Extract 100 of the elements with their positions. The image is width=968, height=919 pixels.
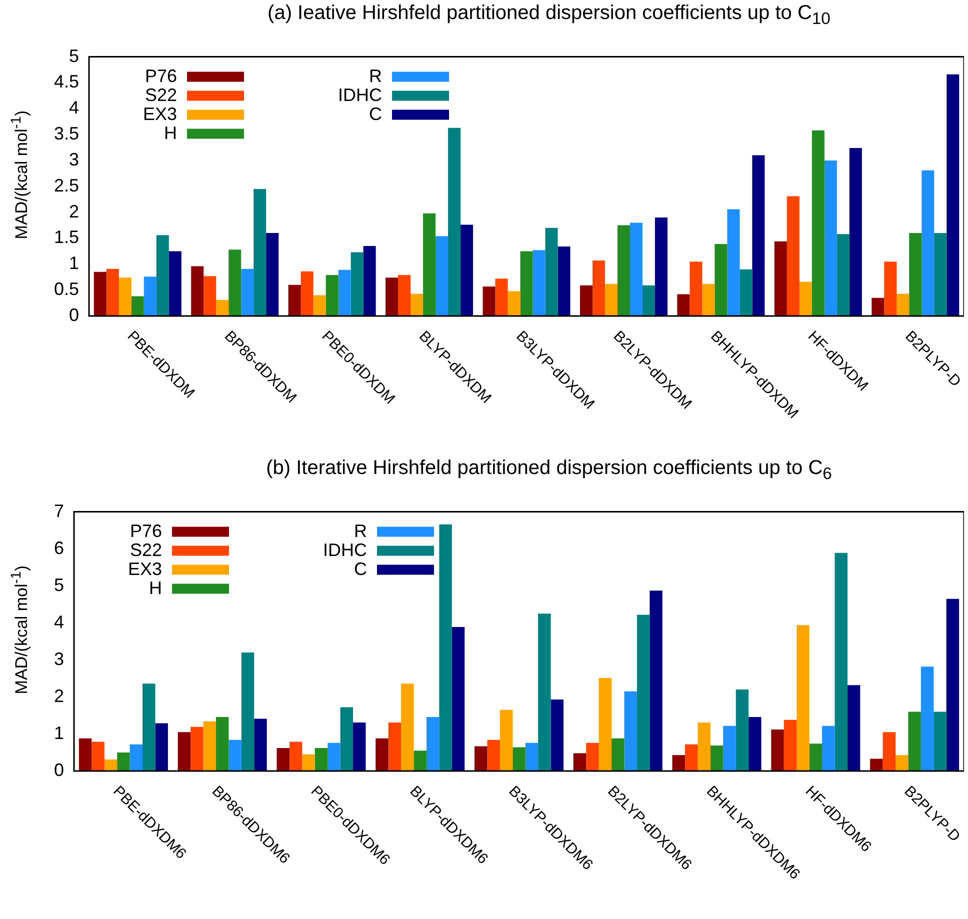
- legend-label: EX3: [142, 104, 178, 124]
- bar: [410, 294, 424, 316]
- bar: [934, 233, 947, 316]
- y-tick-label: 4: [54, 612, 64, 632]
- bar: [650, 590, 662, 771]
- bar: [642, 285, 655, 316]
- bar: [822, 726, 835, 771]
- bar: [117, 752, 130, 771]
- bar: [834, 552, 848, 771]
- bar: [512, 747, 526, 771]
- bar: [448, 128, 461, 316]
- bar: [723, 726, 736, 771]
- bar: [784, 720, 797, 771]
- bar: [586, 742, 599, 771]
- bar: [698, 722, 710, 771]
- bar: [216, 300, 229, 316]
- bar: [672, 755, 685, 771]
- bar: [895, 755, 908, 771]
- bar: [617, 225, 630, 316]
- bar: [254, 718, 267, 771]
- y-tick-label: 5: [54, 574, 64, 595]
- bar: [439, 524, 452, 771]
- bar: [104, 760, 118, 771]
- bar: [426, 716, 440, 771]
- bar: [592, 260, 605, 316]
- bar: [156, 235, 169, 316]
- bar: [580, 285, 592, 316]
- bar: [241, 652, 254, 771]
- bar: [388, 722, 402, 771]
- bar: [460, 224, 474, 316]
- legend-label: C: [354, 558, 368, 579]
- bar: [774, 241, 787, 316]
- bar: [799, 282, 812, 316]
- bar: [254, 188, 266, 316]
- bar: [525, 742, 538, 771]
- y-tick-label: 4: [69, 98, 80, 118]
- bar: [386, 278, 398, 316]
- bar: [786, 196, 800, 316]
- bar: [752, 155, 765, 316]
- bar: [228, 250, 242, 316]
- legend-label: R: [354, 520, 368, 541]
- y-tick-label: 2: [69, 201, 80, 222]
- bar: [495, 278, 508, 316]
- bar: [353, 722, 366, 771]
- legend-label: EX3: [128, 558, 162, 579]
- bar: [809, 744, 822, 771]
- y-tick-label: 0: [54, 760, 64, 780]
- bar: [736, 690, 749, 771]
- bar: [216, 716, 229, 771]
- bar: [204, 276, 216, 316]
- y-tick-label: 2.5: [54, 175, 80, 196]
- bar: [328, 742, 340, 771]
- bar: [612, 738, 624, 771]
- bar: [398, 275, 411, 316]
- bar: [178, 732, 191, 771]
- bar: [812, 130, 824, 316]
- bar: [727, 209, 740, 316]
- bar: [870, 758, 883, 771]
- y-tick-label: 5: [69, 46, 80, 66]
- y-tick-label: 6: [54, 538, 64, 558]
- bar: [340, 707, 354, 771]
- legend-label: H: [164, 122, 178, 143]
- bar: [849, 148, 862, 316]
- chart-title: (b) Iterative Hirshfeld partitioned dispersion coefficients up to C$_{6}$: [265, 457, 833, 484]
- bar: [908, 712, 921, 771]
- y-tick-label: 1.5: [54, 227, 80, 248]
- bar: [558, 246, 570, 316]
- bar: [824, 160, 837, 316]
- bar: [740, 269, 752, 316]
- bar: [302, 754, 315, 771]
- bar: [289, 742, 302, 771]
- bar: [532, 250, 546, 316]
- y-tick-label: 4.5: [54, 72, 80, 92]
- bar: [118, 278, 132, 316]
- bar: [636, 614, 650, 771]
- bar: [92, 742, 104, 771]
- bar: [241, 268, 254, 316]
- bar: [748, 716, 762, 771]
- y-tick-label: 7: [54, 500, 64, 521]
- legend-label: IDHC: [338, 84, 382, 105]
- bar: [276, 748, 290, 771]
- bar: [436, 236, 448, 316]
- bar: [500, 710, 513, 771]
- bar: [131, 296, 144, 316]
- bar: [482, 286, 496, 316]
- bar: [847, 685, 860, 771]
- legend-label: P76: [130, 520, 162, 541]
- bar: [266, 233, 279, 316]
- bar: [702, 284, 715, 316]
- y-tick-label: 3: [54, 648, 64, 669]
- bar: [598, 678, 612, 771]
- chart-title: (a) Ieative Hirshfeld partitioned dispersion coefficients up to C$_{10}$: [266, 2, 832, 29]
- bar: [414, 750, 426, 771]
- bar: [228, 740, 242, 771]
- bar: [922, 170, 934, 316]
- bar: [538, 614, 551, 771]
- bar: [401, 684, 414, 771]
- legend-label: P76: [144, 66, 178, 86]
- bar: [884, 262, 897, 316]
- bar: [155, 723, 168, 771]
